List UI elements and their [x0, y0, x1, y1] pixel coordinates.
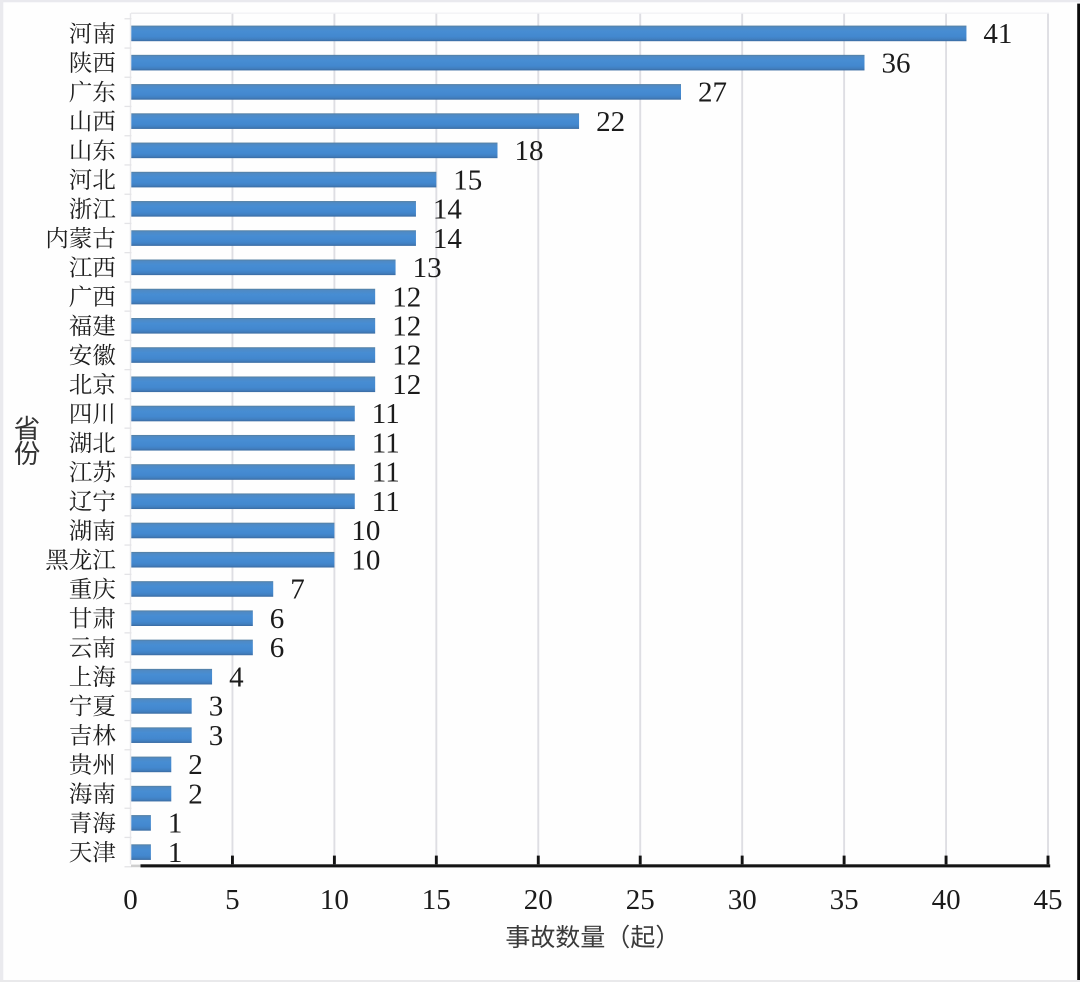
- svg-text:11: 11: [372, 427, 400, 459]
- svg-text:14: 14: [433, 223, 463, 255]
- svg-text:2: 2: [188, 749, 203, 781]
- svg-text:12: 12: [392, 340, 421, 372]
- svg-text:18: 18: [515, 135, 544, 167]
- svg-text:10: 10: [320, 884, 349, 916]
- svg-text:10: 10: [351, 515, 380, 547]
- svg-text:36: 36: [882, 47, 911, 79]
- svg-text:11: 11: [372, 457, 400, 489]
- svg-text:45: 45: [1034, 884, 1063, 916]
- svg-text:11: 11: [372, 486, 400, 518]
- svg-text:5: 5: [225, 884, 240, 916]
- svg-text:6: 6: [270, 603, 285, 635]
- svg-text:27: 27: [698, 77, 727, 109]
- svg-text:3: 3: [209, 720, 224, 752]
- svg-text:10: 10: [351, 544, 380, 576]
- svg-text:12: 12: [392, 281, 421, 313]
- svg-text:6: 6: [270, 632, 285, 664]
- svg-text:4: 4: [229, 661, 244, 693]
- svg-text:13: 13: [413, 252, 442, 284]
- svg-text:12: 12: [392, 311, 421, 343]
- svg-text:15: 15: [453, 164, 482, 196]
- svg-text:15: 15: [422, 884, 451, 916]
- svg-text:1: 1: [168, 837, 183, 869]
- svg-text:14: 14: [433, 194, 463, 226]
- svg-text:40: 40: [932, 884, 961, 916]
- svg-text:41: 41: [983, 18, 1012, 50]
- svg-text:0: 0: [123, 884, 138, 916]
- svg-text:3: 3: [209, 691, 224, 723]
- svg-text:12: 12: [392, 369, 421, 401]
- svg-text:35: 35: [830, 884, 859, 916]
- svg-text:11: 11: [372, 398, 400, 430]
- svg-text:7: 7: [290, 574, 305, 606]
- svg-text:2: 2: [188, 778, 203, 810]
- svg-text:20: 20: [524, 884, 553, 916]
- svg-text:30: 30: [728, 884, 757, 916]
- svg-text:25: 25: [626, 884, 655, 916]
- svg-text:1: 1: [168, 808, 183, 840]
- svg-text:22: 22: [596, 106, 625, 138]
